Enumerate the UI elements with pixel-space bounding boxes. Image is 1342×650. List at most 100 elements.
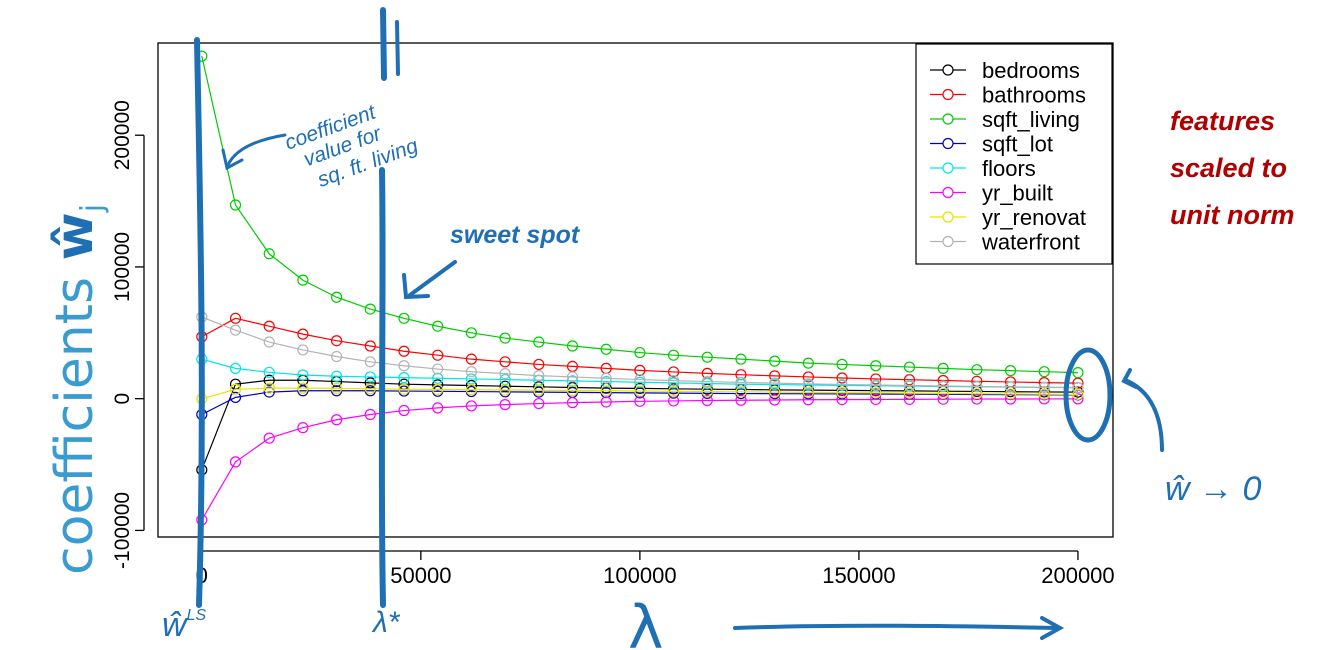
legend-swatch-marker	[942, 113, 954, 125]
data-point	[499, 332, 511, 344]
data-point	[836, 387, 848, 399]
data-point	[499, 380, 511, 392]
data-point	[398, 360, 410, 372]
lambda-star-label: λ*	[371, 606, 401, 639]
legend-item-bathrooms: bathrooms	[930, 83, 1086, 108]
data-point	[634, 364, 646, 376]
data-point	[364, 408, 376, 421]
data-point	[330, 291, 343, 303]
data-point	[229, 199, 242, 211]
data-point	[432, 363, 444, 375]
data-point	[870, 360, 882, 372]
plot-frame	[157, 42, 1114, 538]
w-ls-symbol: ŵ	[162, 606, 189, 644]
data-point	[566, 397, 579, 409]
series-floors	[196, 353, 1084, 394]
data-point	[667, 385, 680, 397]
data-point	[229, 324, 242, 336]
data-point	[398, 404, 410, 417]
y-axis-label-symbol: ŵ	[45, 212, 105, 260]
x-axis-label: λ	[628, 593, 664, 650]
legend-label: sqft_lot	[982, 132, 1053, 157]
sweet-spot-arrowhead	[402, 273, 430, 300]
data-point	[229, 312, 242, 324]
data-point	[701, 351, 713, 363]
data-point	[330, 382, 343, 395]
data-point	[432, 383, 444, 396]
w-ls-superscript: LS	[187, 607, 207, 624]
data-point	[769, 386, 781, 398]
data-point	[701, 394, 713, 407]
data-point	[600, 385, 612, 397]
legend-item-yr_built: yr_built	[930, 181, 1053, 206]
data-point	[263, 386, 275, 398]
data-point	[330, 335, 343, 347]
data-point	[533, 384, 545, 396]
series-yr_built	[196, 393, 1084, 526]
data-point	[802, 378, 814, 390]
x-direction-arrowhead	[1040, 616, 1065, 640]
data-point	[263, 336, 275, 348]
data-point	[836, 378, 848, 391]
data-point	[297, 422, 309, 434]
data-point	[1072, 366, 1084, 379]
legend-swatch-marker	[942, 137, 954, 150]
data-point	[1004, 388, 1017, 400]
data-point	[735, 376, 747, 388]
series-line	[201, 398, 1078, 521]
data-point	[600, 343, 612, 355]
data-point	[701, 375, 713, 388]
data-point	[465, 327, 477, 339]
data-point	[364, 303, 376, 315]
legend-item-sqft_lot: sqft_lot	[930, 132, 1053, 157]
data-point	[769, 370, 781, 382]
series-line	[201, 317, 1078, 384]
data-point	[263, 248, 275, 260]
data-point	[971, 364, 983, 376]
data-point	[634, 346, 646, 359]
data-point	[634, 373, 646, 386]
data-point	[499, 399, 511, 411]
coef-note: coefficient value for sq. ft. living	[282, 100, 422, 191]
data-point	[263, 366, 275, 378]
data-point	[398, 345, 410, 357]
data-point	[735, 394, 747, 406]
data-point	[1038, 388, 1050, 400]
y-tick-label: 0	[111, 393, 134, 405]
coef-note-arrow	[226, 133, 287, 167]
data-point	[836, 358, 848, 371]
data-point	[364, 340, 376, 352]
legend-box	[915, 43, 1113, 265]
data-point	[499, 368, 511, 380]
x-tick-label: 150000	[822, 563, 895, 588]
data-point	[398, 372, 410, 384]
data-point	[533, 397, 545, 410]
data-point	[263, 374, 275, 386]
data-point	[634, 385, 646, 397]
series-line	[201, 390, 1078, 416]
data-point	[937, 393, 949, 405]
data-point	[398, 312, 410, 324]
data-point	[903, 387, 916, 399]
data-point	[533, 336, 545, 348]
data-point	[903, 379, 916, 392]
data-point	[735, 353, 747, 365]
data-point	[802, 394, 814, 406]
convergence-circle	[1063, 347, 1113, 443]
data-point	[1004, 365, 1017, 377]
data-point	[667, 375, 680, 387]
data-point	[903, 374, 916, 386]
legend-label: waterfront	[981, 230, 1080, 255]
legend-item-floors: floors	[930, 156, 1036, 181]
data-point	[937, 380, 949, 392]
data-point	[769, 394, 781, 406]
data-point	[769, 355, 781, 367]
data-point	[499, 384, 511, 396]
legend-swatch-marker	[942, 235, 954, 248]
legend-swatch-marker	[942, 186, 954, 199]
features-note-line1: features	[1170, 106, 1275, 136]
data-point	[870, 393, 882, 406]
data-point	[297, 274, 309, 286]
series-line	[201, 56, 1078, 374]
